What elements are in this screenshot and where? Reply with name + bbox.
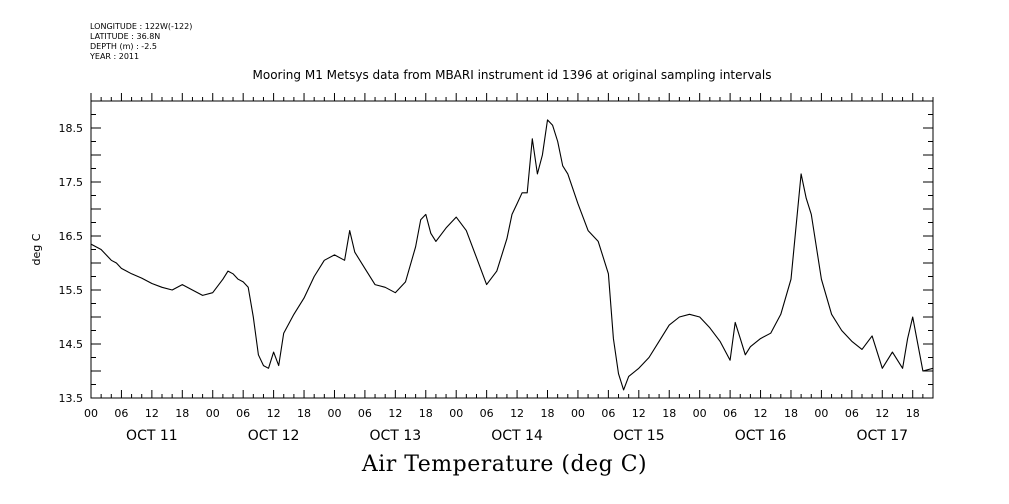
footer-title: Air Temperature (deg C) (361, 452, 648, 477)
x-tick-label: 00 (693, 407, 707, 420)
metadata-block: LONGITUDE : 122W(-122) LATITUDE : 36.8N … (90, 22, 192, 62)
y-tick-label: 14.5 (59, 338, 84, 351)
chart-title: Mooring M1 Metsys data from MBARI instru… (252, 68, 772, 82)
series-line (90, 119, 934, 391)
depth-label: DEPTH (m) : -2.5 (90, 42, 157, 51)
day-label: OCT 17 (856, 428, 908, 444)
x-tick-label: 18 (784, 407, 798, 420)
x-tick-label: 12 (632, 407, 646, 420)
x-tick-label: 00 (84, 407, 98, 420)
x-tick-label: 06 (114, 407, 128, 420)
longitude-label: LONGITUDE : 122W(-122) (90, 22, 193, 31)
x-tick-label: 12 (875, 407, 889, 420)
x-tick-label: 18 (662, 407, 676, 420)
y-tick-label: 18.5 (59, 122, 84, 135)
y-tick-label: 17.5 (59, 176, 84, 189)
y-tick-label: 15.5 (59, 284, 84, 297)
x-tick-label: 06 (358, 407, 372, 420)
series-group (90, 119, 934, 391)
y-tick-label: 13.5 (59, 392, 84, 405)
y-axis-label: deg C (30, 233, 43, 265)
axes (90, 100, 934, 399)
day-label: OCT 13 (370, 428, 422, 444)
latitude-label: LATITUDE : 36.8N (90, 32, 161, 41)
x-tick-label: 06 (723, 407, 737, 420)
x-tick-label: 00 (449, 407, 463, 420)
x-tick-label: 12 (145, 407, 159, 420)
x-tick-label: 00 (571, 407, 585, 420)
day-label: OCT 14 (491, 428, 543, 444)
day-label: OCT 12 (248, 428, 300, 444)
x-tick-label: 00 (327, 407, 341, 420)
x-tick-label: 18 (419, 407, 433, 420)
x-tick-label: 18 (906, 407, 920, 420)
x-tick-label: 06 (845, 407, 859, 420)
x-tick-label: 12 (267, 407, 281, 420)
x-tick-label: 18 (297, 407, 311, 420)
x-tick-label: 18 (541, 407, 555, 420)
x-tick-label: 06 (236, 407, 250, 420)
y-tick-label: 16.5 (59, 230, 84, 243)
x-tick-label: 06 (601, 407, 615, 420)
x-tick-label: 12 (510, 407, 524, 420)
day-label: OCT 16 (735, 428, 787, 444)
plot-frame (90, 100, 934, 399)
x-tick-label: 00 (206, 407, 220, 420)
day-label: OCT 11 (126, 428, 178, 444)
tick-labels: 13.5 14.5 15.5 16.5 17.5 18.5 deg C 00 06 12 18 00 0… (30, 122, 920, 444)
year-label: YEAR : 2011 (90, 52, 140, 61)
x-tick-label: 12 (754, 407, 768, 420)
tick-marks (90, 93, 934, 399)
x-tick-label: 06 (480, 407, 494, 420)
x-tick-label: 12 (388, 407, 402, 420)
x-tick-label: 18 (175, 407, 189, 420)
day-label: OCT 15 (613, 428, 665, 444)
x-tick-label: 00 (814, 407, 828, 420)
